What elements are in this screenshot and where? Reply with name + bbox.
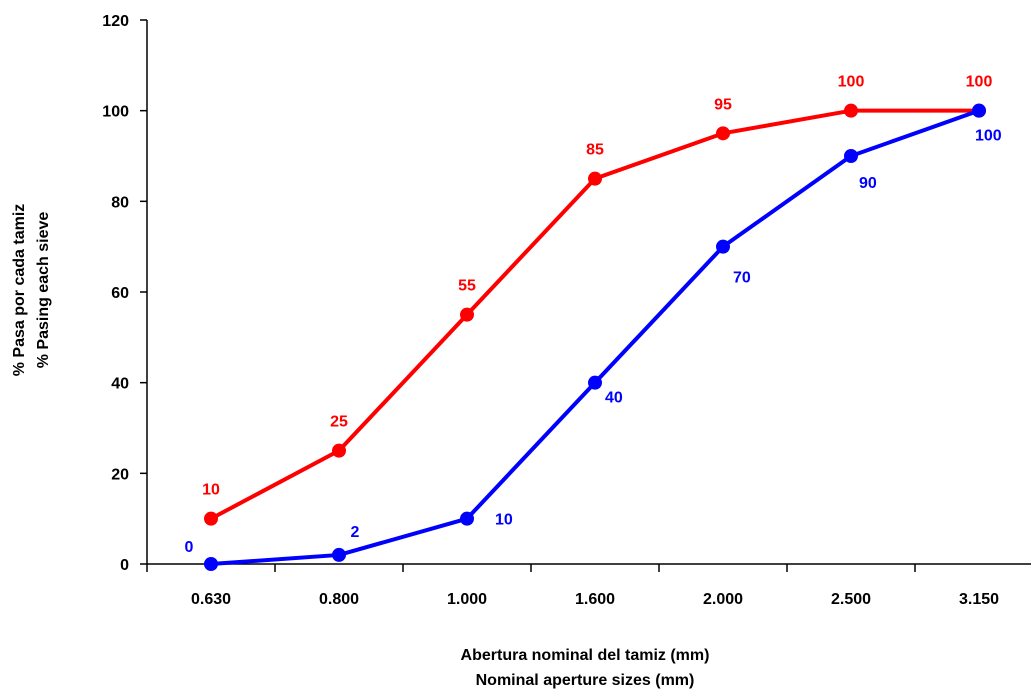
x-tick-label: 0.800 [319, 591, 359, 608]
series-2-data-label: 100 [975, 128, 1002, 145]
y-tick-label: 120 [102, 13, 129, 30]
series-1-data-label: 100 [838, 74, 865, 91]
y-tick-label: 100 [102, 104, 129, 121]
x-tick-label: 2.000 [703, 591, 743, 608]
x-tick-label: 3.150 [959, 591, 999, 608]
series-1-data-label: 95 [714, 96, 732, 113]
series-1-data-label: 55 [458, 278, 476, 295]
series-1-point [716, 126, 730, 141]
series-2-data-label: 0 [185, 539, 194, 556]
series-2-data-label: 90 [859, 175, 877, 192]
series-1-point [588, 171, 602, 186]
series-layer [204, 103, 986, 571]
y-tick-label: 40 [111, 376, 129, 393]
labels-layer: 10 25 55 85 95 100 100 0 2 10 40 70 90 100 [185, 74, 1002, 556]
series-2-point [844, 149, 858, 163]
series-1-data-label: 25 [330, 414, 348, 431]
y-tick-label: 60 [111, 285, 129, 302]
series-2-point [460, 511, 474, 526]
x-tick-label: 0.630 [191, 591, 231, 608]
series-2-data-label: 40 [605, 390, 623, 407]
x-axis-title-line-2: Nominal aperture sizes (mm) [476, 672, 695, 689]
series-2-point [972, 103, 986, 118]
y-tick-label: 20 [111, 466, 129, 483]
series-2-data-label: 70 [733, 270, 751, 287]
x-tick-label: 2.500 [831, 591, 871, 608]
series-1-point [460, 307, 474, 322]
series-1-data-label: 100 [966, 74, 993, 91]
y-axis-title-line-2: % Pasing each sieve [35, 212, 52, 369]
x-axis-title-line-1: Abertura nominal del tamiz (mm) [461, 647, 710, 664]
series-2-point [716, 239, 730, 254]
series-2-data-label: 2 [351, 524, 360, 541]
x-tick-label: 1.600 [575, 591, 615, 608]
series-1-point [204, 511, 218, 526]
y-axis-title-line-1: % Pasa por cada tamiz [11, 204, 28, 377]
y-ticks: 0 20 40 60 80 100 120 [102, 13, 147, 574]
x-tick-label: 1.000 [447, 591, 487, 608]
y-tick-label: 80 [111, 194, 129, 211]
series-1-point [844, 103, 858, 118]
series-1-data-label: 10 [202, 482, 220, 499]
series-1-point [332, 443, 346, 458]
series-2-point [332, 547, 346, 562]
series-2-point [588, 375, 602, 390]
series-1-data-label: 85 [586, 142, 604, 159]
series-2-data-label: 10 [495, 512, 513, 529]
y-tick-label: 0 [120, 557, 129, 574]
series-2-point [204, 557, 218, 571]
x-ticks: 0.630 0.800 1.000 1.600 2.000 2.500 3.150 [146, 564, 999, 608]
